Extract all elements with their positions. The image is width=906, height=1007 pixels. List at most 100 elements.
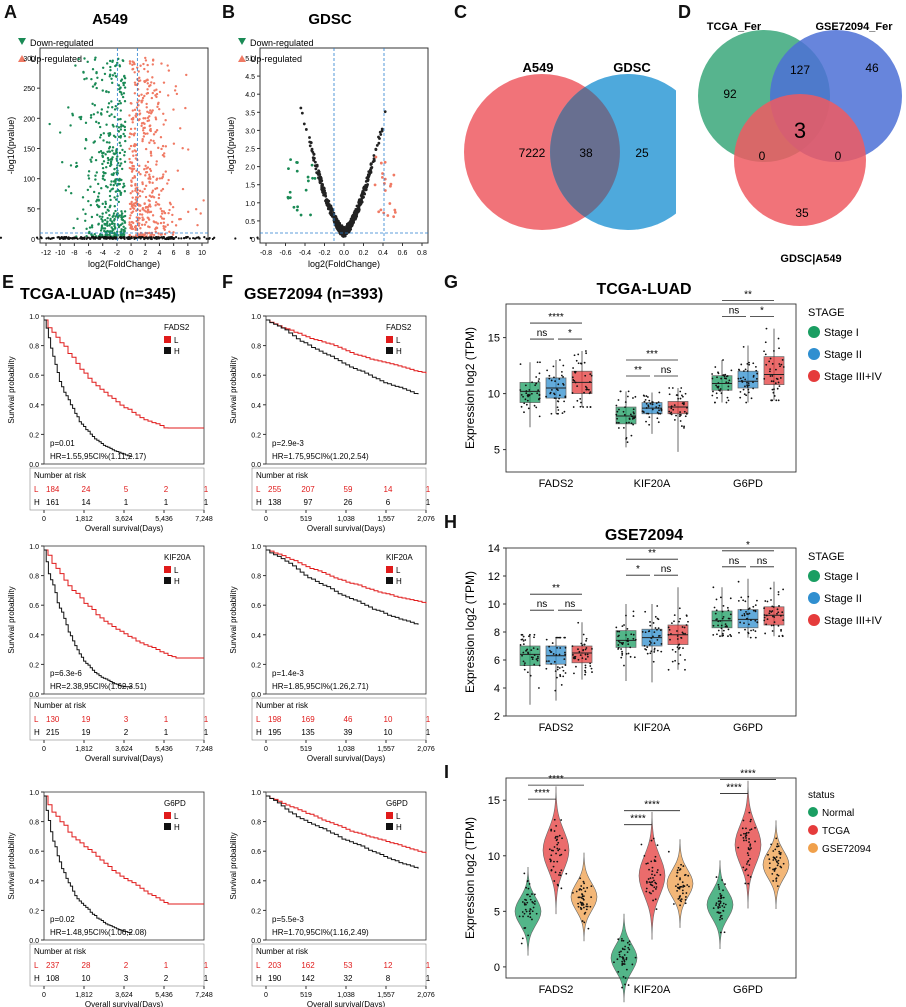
volcano-point	[152, 233, 156, 237]
violin-point	[640, 843, 643, 846]
volcano-point	[112, 212, 116, 215]
box-point	[519, 363, 522, 366]
km-y-tick-label: 0.2	[251, 432, 261, 439]
violin-point	[748, 811, 751, 814]
km-ylabel: Survival probability	[7, 356, 16, 423]
sig-label: **	[744, 290, 752, 301]
volcano-point	[106, 224, 109, 227]
venn2-overlap-count: 38	[579, 146, 593, 160]
x-tick-label: -2	[114, 250, 120, 257]
box-point	[556, 400, 559, 402]
volcano-point	[87, 199, 90, 203]
violin-point	[652, 899, 654, 902]
venn3-b-label: GSE72094_Fer	[815, 21, 893, 33]
volcano-point	[120, 78, 124, 81]
km-y-tick-label: 0.8	[29, 574, 39, 581]
venn-circle-gdsc-a549	[734, 94, 866, 226]
violin-point	[580, 903, 583, 905]
violin-legend-label: GSE72094	[822, 844, 871, 855]
violin-point	[646, 882, 648, 884]
violin-point	[678, 869, 681, 871]
volcano-point	[107, 150, 111, 153]
box-point	[589, 381, 591, 383]
volcano-point	[187, 210, 190, 214]
box-point	[548, 660, 550, 663]
volcano-point	[166, 223, 170, 227]
volcano-point	[155, 160, 158, 163]
box-point	[520, 393, 523, 396]
violin-point	[521, 901, 524, 903]
volcano-point	[124, 139, 127, 143]
box-point	[657, 406, 660, 409]
volcano-point	[117, 84, 121, 87]
sig-label: *	[568, 328, 572, 339]
box-point	[667, 668, 670, 671]
volcano-point	[128, 132, 132, 135]
violin-point	[744, 869, 747, 872]
volcano-point	[115, 166, 119, 170]
box-point	[626, 627, 629, 630]
violin-y-tick-label: 0	[494, 962, 500, 974]
box-point	[747, 608, 750, 611]
volcano-point	[106, 216, 109, 220]
volcano-point	[109, 198, 112, 202]
volcano-point	[143, 187, 146, 191]
box-point	[717, 629, 720, 632]
volcano-point	[104, 200, 107, 204]
box-point	[649, 621, 651, 623]
box-point	[525, 390, 528, 392]
risk-count-high: 10	[384, 728, 393, 737]
box-point	[750, 619, 752, 622]
volcano-point	[131, 150, 134, 153]
violin-point	[577, 905, 580, 908]
volcano-point	[122, 59, 125, 63]
violin-point	[581, 920, 584, 922]
volcano-point	[141, 139, 144, 143]
box-point	[653, 631, 656, 633]
box-point	[752, 362, 755, 365]
violin-point	[771, 873, 774, 875]
volcano-point	[157, 196, 161, 200]
violin-point	[747, 848, 750, 851]
box-point	[657, 627, 660, 630]
volcano-point	[372, 157, 376, 161]
violin-point	[684, 873, 687, 876]
volcano-point	[145, 92, 148, 95]
violin-point	[565, 872, 568, 875]
volcano-point	[141, 138, 144, 141]
violin-jitter-points	[767, 837, 785, 888]
volcano-point	[61, 236, 64, 240]
box-point	[573, 370, 576, 373]
km-y-tick-label: 1.0	[251, 314, 261, 321]
volcano-point	[93, 140, 97, 143]
volcano-point	[141, 236, 144, 239]
violin-point	[586, 905, 589, 908]
box-point	[584, 648, 587, 651]
volcano-point	[234, 237, 237, 240]
box-point	[741, 614, 744, 617]
violin-point	[676, 889, 679, 892]
box-point	[563, 410, 566, 413]
box-point	[714, 366, 717, 368]
volcano-point	[101, 166, 105, 170]
volcano-point	[134, 204, 137, 208]
violin-point	[680, 885, 683, 888]
box-point	[746, 384, 749, 387]
volcano-point	[148, 124, 151, 128]
volcano-point	[131, 109, 135, 112]
violin-point	[520, 942, 523, 945]
volcano-point	[133, 71, 136, 74]
box-point	[743, 370, 745, 372]
volcano-point	[120, 214, 123, 217]
risk-row-h-label: H	[256, 498, 262, 507]
km-hazard-ratio: HR=1.75,95CI%(1.20,2.54)	[272, 452, 369, 461]
box-point	[683, 626, 686, 629]
violin-point	[772, 850, 775, 852]
risk-count-low: 3	[124, 715, 129, 724]
volcano-point	[103, 229, 106, 233]
violin-point	[650, 860, 653, 863]
volcano-point	[121, 222, 124, 225]
violin-point	[674, 885, 677, 888]
volcano-point	[95, 236, 99, 239]
x-tick-label: -0.4	[299, 250, 311, 257]
